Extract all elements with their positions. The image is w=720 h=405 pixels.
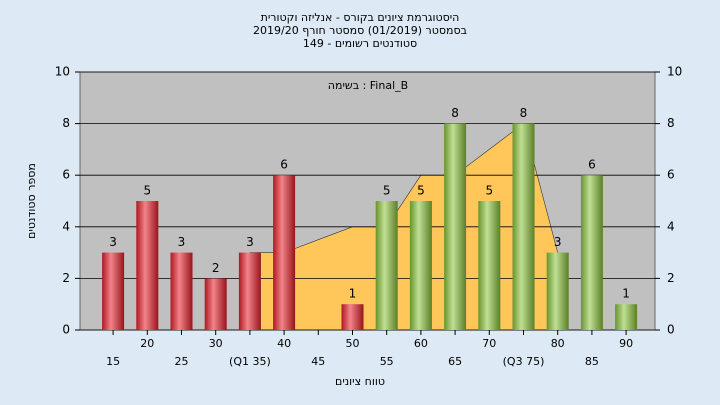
y-tick-label: 10	[55, 65, 70, 79]
x-tick-label: 15	[106, 355, 120, 368]
bar	[102, 252, 125, 330]
bar	[204, 278, 227, 330]
x-tick-label: 80	[551, 337, 565, 350]
bar	[238, 252, 261, 330]
data-label: 3	[246, 235, 254, 249]
y2-tick-label: 0	[667, 323, 675, 337]
y-tick-label: 0	[62, 323, 70, 337]
chart-subtitle: סטודנטים רשומים - 149	[303, 37, 417, 50]
x-tick-label: (Q1 35)	[229, 355, 271, 368]
data-label: 3	[554, 235, 562, 249]
data-label: 3	[178, 235, 186, 249]
y2-tick-label: 6	[667, 168, 675, 182]
bar	[273, 175, 296, 330]
data-label: 6	[280, 158, 288, 172]
data-label: 8	[451, 106, 459, 120]
bar	[444, 123, 467, 330]
data-label: 6	[588, 158, 596, 172]
data-label: 2	[212, 261, 220, 275]
y2-tick-label: 4	[667, 219, 675, 233]
x-tick-label: 65	[448, 355, 462, 368]
data-label: 1	[622, 287, 630, 301]
data-label: 5	[485, 184, 493, 198]
bar	[170, 252, 193, 330]
x-tick-label: 40	[277, 337, 291, 350]
data-label: 3	[109, 235, 117, 249]
bar	[341, 304, 364, 330]
y2-tick-label: 2	[667, 271, 675, 285]
bar	[546, 252, 569, 330]
y-tick-label: 8	[62, 116, 70, 130]
y-axis-label: מספר סטודנטים	[25, 163, 38, 239]
x-tick-label: 20	[140, 337, 154, 350]
x-tick-label: 50	[346, 337, 360, 350]
bar	[615, 304, 638, 330]
data-label: 5	[383, 184, 391, 198]
data-label: 1	[349, 287, 357, 301]
annotation: בשימה : Final_B	[328, 79, 408, 92]
y-tick-label: 2	[62, 271, 70, 285]
data-label: 8	[520, 106, 528, 120]
x-axis-label: טווח ציונים	[335, 375, 385, 388]
x-tick-label: 90	[619, 337, 633, 350]
x-tick-label: 30	[209, 337, 223, 350]
x-tick-label: 55	[380, 355, 394, 368]
x-tick-label: (Q3 75)	[503, 355, 545, 368]
bar	[512, 123, 535, 330]
y2-tick-label: 10	[667, 65, 682, 79]
y2-tick-label: 8	[667, 116, 675, 130]
bar	[580, 175, 603, 330]
bar	[478, 201, 501, 330]
data-label: 5	[143, 184, 151, 198]
x-tick-label: 70	[482, 337, 496, 350]
bar	[409, 201, 432, 330]
bar	[375, 201, 398, 330]
chart-title: היסטוגרמת ציונים בקורס - אנליזה וקטורית	[261, 11, 460, 24]
x-tick-label: 45	[311, 355, 325, 368]
bar	[136, 201, 159, 330]
chart-subtitle: בסמסטר (01/2019) סמסטר חורף 2019/20	[253, 24, 467, 37]
x-tick-label: 25	[175, 355, 189, 368]
x-tick-label: 85	[585, 355, 599, 368]
data-label: 5	[417, 184, 425, 198]
x-tick-label: 60	[414, 337, 428, 350]
y-tick-label: 4	[62, 219, 70, 233]
y-tick-label: 6	[62, 168, 70, 182]
